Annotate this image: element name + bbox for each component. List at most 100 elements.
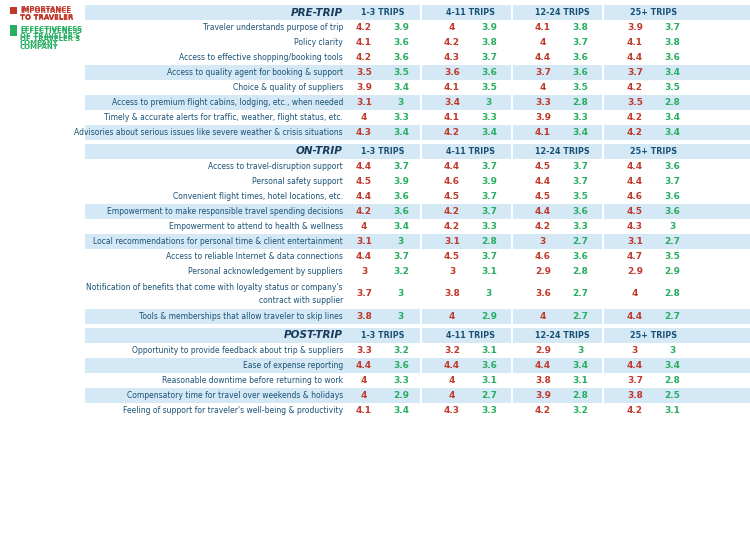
Text: 4.7: 4.7 bbox=[627, 252, 643, 261]
Text: 4: 4 bbox=[540, 38, 546, 47]
Text: 3: 3 bbox=[398, 98, 404, 107]
Bar bbox=[420, 5, 422, 20]
Text: Compensatory time for travel over weekends & holidays: Compensatory time for travel over weeken… bbox=[127, 391, 343, 400]
Text: 3.9: 3.9 bbox=[393, 23, 409, 32]
Bar bbox=[85, 279, 750, 309]
Text: 2.5: 2.5 bbox=[664, 391, 680, 400]
Text: 3.6: 3.6 bbox=[664, 162, 680, 171]
Text: 2.7: 2.7 bbox=[664, 312, 680, 321]
Text: 4.2: 4.2 bbox=[444, 207, 460, 216]
Text: 3.6: 3.6 bbox=[481, 68, 497, 77]
Text: 2.8: 2.8 bbox=[572, 391, 588, 400]
Bar bbox=[420, 309, 422, 324]
Text: 4.2: 4.2 bbox=[535, 222, 551, 231]
Bar bbox=[420, 20, 422, 35]
Bar bbox=[85, 388, 750, 403]
Bar bbox=[420, 403, 422, 418]
Text: 3.8: 3.8 bbox=[481, 38, 497, 47]
Text: 3.5: 3.5 bbox=[572, 192, 588, 201]
Bar bbox=[420, 219, 422, 234]
Text: 3.5: 3.5 bbox=[664, 252, 680, 261]
Text: 4-11 TRIPS: 4-11 TRIPS bbox=[446, 8, 496, 17]
Bar bbox=[602, 358, 604, 373]
Text: 3.2: 3.2 bbox=[444, 346, 460, 355]
Text: 3.3: 3.3 bbox=[572, 222, 588, 231]
Text: 3.4: 3.4 bbox=[393, 222, 409, 231]
Bar bbox=[602, 5, 604, 20]
Bar bbox=[420, 358, 422, 373]
Bar bbox=[85, 159, 750, 174]
Text: 3.4: 3.4 bbox=[664, 68, 680, 77]
Bar bbox=[420, 35, 422, 50]
Bar bbox=[602, 125, 604, 140]
Text: 1-3 TRIPS: 1-3 TRIPS bbox=[362, 8, 405, 17]
Text: Access to quality agent for booking & support: Access to quality agent for booking & su… bbox=[166, 68, 343, 77]
Bar bbox=[511, 50, 513, 65]
Text: 4.4: 4.4 bbox=[627, 53, 643, 62]
Text: 3: 3 bbox=[577, 346, 584, 355]
Text: 25+ TRIPS: 25+ TRIPS bbox=[631, 147, 677, 156]
Text: 3.5: 3.5 bbox=[356, 68, 372, 77]
Bar bbox=[511, 110, 513, 125]
Bar bbox=[85, 309, 750, 324]
Text: 4.3: 4.3 bbox=[627, 222, 643, 231]
Text: 12-24 TRIPS: 12-24 TRIPS bbox=[535, 331, 590, 340]
Text: Personal acknowledgement by suppliers: Personal acknowledgement by suppliers bbox=[188, 267, 343, 276]
Bar bbox=[85, 204, 750, 219]
Bar bbox=[602, 403, 604, 418]
Bar bbox=[85, 343, 750, 358]
Text: 3.7: 3.7 bbox=[535, 68, 551, 77]
Text: OF TRAVELER'S: OF TRAVELER'S bbox=[20, 33, 80, 39]
Text: 3.8: 3.8 bbox=[572, 23, 588, 32]
Bar bbox=[85, 328, 750, 343]
Bar bbox=[420, 144, 422, 159]
Text: Convenient flight times, hotel locations, etc.: Convenient flight times, hotel locations… bbox=[172, 192, 343, 201]
Text: 1-3 TRIPS: 1-3 TRIPS bbox=[362, 331, 405, 340]
Text: 3.6: 3.6 bbox=[664, 53, 680, 62]
Text: 4.2: 4.2 bbox=[627, 83, 643, 92]
Bar bbox=[602, 219, 604, 234]
Text: 3.3: 3.3 bbox=[356, 346, 372, 355]
Text: ON-TRIP: ON-TRIP bbox=[296, 147, 343, 157]
Text: 3.6: 3.6 bbox=[572, 207, 588, 216]
Bar bbox=[85, 249, 750, 264]
Bar bbox=[85, 110, 750, 125]
Text: 3.8: 3.8 bbox=[627, 391, 643, 400]
Text: 4.4: 4.4 bbox=[356, 162, 372, 171]
Bar bbox=[85, 35, 750, 50]
Text: 3.1: 3.1 bbox=[444, 237, 460, 246]
Bar bbox=[420, 174, 422, 189]
Bar bbox=[511, 328, 513, 343]
Bar bbox=[85, 219, 750, 234]
Bar bbox=[511, 189, 513, 204]
Text: TO TRAVELER: TO TRAVELER bbox=[20, 15, 74, 21]
Bar bbox=[602, 279, 604, 309]
Text: 3: 3 bbox=[398, 312, 404, 321]
Text: Choice & quality of suppliers: Choice & quality of suppliers bbox=[232, 83, 343, 92]
Text: Opportunity to provide feedback about trip & suppliers: Opportunity to provide feedback about tr… bbox=[132, 346, 343, 355]
Text: Feeling of support for traveler's well-being & productivity: Feeling of support for traveler's well-b… bbox=[123, 406, 343, 415]
Bar bbox=[511, 20, 513, 35]
Text: 3.5: 3.5 bbox=[481, 83, 497, 92]
Text: OF TRAVELER'S: OF TRAVELER'S bbox=[20, 36, 80, 42]
Bar bbox=[420, 80, 422, 95]
Text: 3.3: 3.3 bbox=[393, 113, 409, 122]
Text: 2.8: 2.8 bbox=[664, 98, 680, 107]
Text: 2.9: 2.9 bbox=[535, 267, 551, 276]
Text: 3: 3 bbox=[632, 346, 638, 355]
Text: 2.7: 2.7 bbox=[572, 289, 588, 299]
Bar bbox=[85, 358, 750, 373]
Bar bbox=[602, 20, 604, 35]
Bar bbox=[420, 279, 422, 309]
Bar bbox=[511, 159, 513, 174]
Text: EFFECTIVENESS: EFFECTIVENESS bbox=[20, 26, 82, 32]
Text: 3.3: 3.3 bbox=[572, 113, 588, 122]
Text: 1-3 TRIPS: 1-3 TRIPS bbox=[362, 147, 405, 156]
Text: 4.2: 4.2 bbox=[627, 128, 643, 137]
Text: 4.1: 4.1 bbox=[535, 23, 551, 32]
Text: 4.2: 4.2 bbox=[627, 113, 643, 122]
Text: 3.5: 3.5 bbox=[572, 83, 588, 92]
Text: 4.5: 4.5 bbox=[356, 177, 372, 186]
Text: 3.6: 3.6 bbox=[393, 361, 409, 370]
Text: 3.3: 3.3 bbox=[535, 98, 551, 107]
